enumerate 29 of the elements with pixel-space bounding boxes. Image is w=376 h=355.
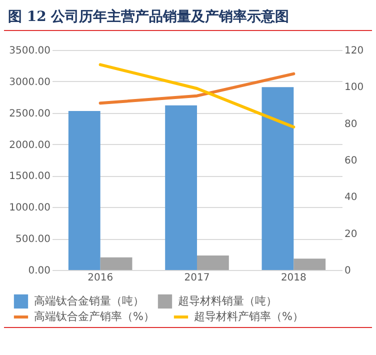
y2-tick-label: 60 [344,156,358,166]
y-tick-label: 1500.00 [9,171,50,182]
y2-tick-label: 80 [344,118,358,130]
bar [262,87,294,270]
y-tick-label: 0.00 [28,266,50,276]
bar [197,256,229,270]
bar [165,105,197,270]
y-tick-label: 1000.00 [9,202,50,214]
y-tick-label: 500.00 [16,234,50,246]
x-tick-label: 2017 [184,272,210,284]
y-tick-label: 3500.00 [9,46,50,56]
bar [100,257,132,270]
y-tick-label: 2000.00 [9,140,50,151]
y2-tick-label: 120 [344,46,364,56]
y-tick-label: 3000.00 [9,76,50,88]
y2-tick-label: 40 [344,192,358,204]
legend-label: 超导材料产销率（%） [194,310,304,323]
x-tick-label: 2016 [88,272,114,284]
chart-title: 图 12 公司历年主营产品销量及产销率示意图 [7,8,290,27]
y2-tick-label: 20 [344,228,358,240]
y2-tick-label: 100 [344,82,364,94]
legend-label: 超导材料销量（吨） [178,294,277,308]
legend-label: 高端钛合金销量（吨） [34,294,144,308]
y2-tick-label: 0 [344,266,351,276]
y-tick-label: 2500.00 [9,108,50,120]
legend-label: 高端钛合金产销率（%） [34,310,154,323]
bar [68,110,100,270]
bar [294,258,326,270]
x-tick-label: 2018 [280,272,306,284]
